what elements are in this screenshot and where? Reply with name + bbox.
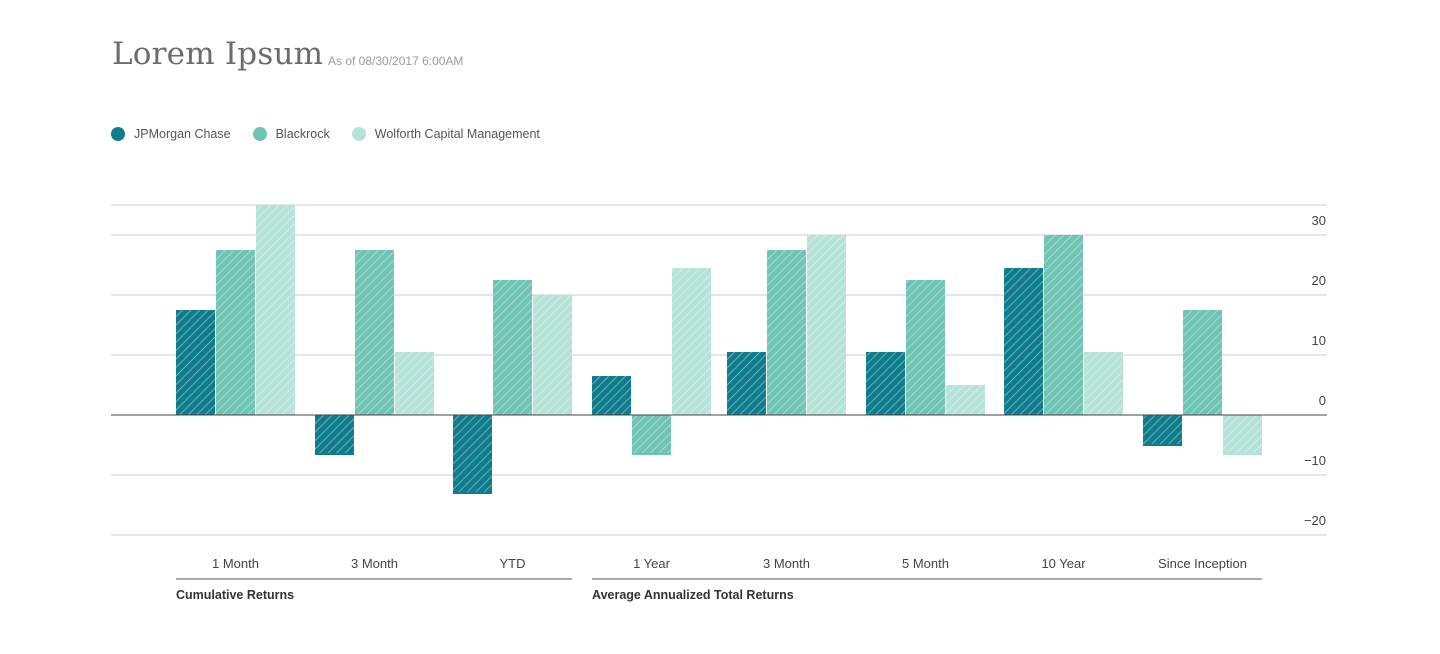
x-category-label: 1 Year xyxy=(633,556,671,571)
legend-item-jpmorgan[interactable]: JPMorgan Chase xyxy=(111,127,231,141)
x-category-label: 10 Year xyxy=(1041,556,1086,571)
legend-swatch-blackrock xyxy=(252,127,267,141)
bars xyxy=(176,205,1262,494)
bar-wolforth[interactable] xyxy=(533,295,572,415)
legend-swatch-wolforth xyxy=(351,127,366,141)
bar-wolforth[interactable] xyxy=(1223,415,1262,455)
bar-blackrock[interactable] xyxy=(493,280,532,415)
as-of-timestamp: As of 08/30/2017 6:00AM xyxy=(328,54,464,68)
x-category-label: 3 Month xyxy=(351,556,398,571)
bar-jpmorgan[interactable] xyxy=(592,376,631,415)
bar-jpmorgan[interactable] xyxy=(176,310,215,415)
x-axis-categories: 1 Month 3 Month YTD 1 Year 3 Month 5 Month 10 … xyxy=(212,556,1247,571)
bar-wolforth[interactable] xyxy=(807,235,846,415)
x-category-label: YTD xyxy=(500,556,526,571)
y-tick-label: 20 xyxy=(1312,273,1326,288)
group-label: Cumulative Returns xyxy=(176,588,294,602)
bar-wolforth[interactable] xyxy=(395,352,434,415)
bar-jpmorgan[interactable] xyxy=(866,352,905,415)
bar-blackrock[interactable] xyxy=(906,280,945,415)
x-category-label: 3 Month xyxy=(763,556,810,571)
y-axis-ticks: 30 20 10 0 −10 −20 xyxy=(1304,213,1326,528)
bar-jpmorgan[interactable] xyxy=(1004,268,1043,415)
category-groups: Cumulative Returns Average Annualized Tot… xyxy=(176,578,1262,602)
bar-blackrock[interactable] xyxy=(767,250,806,415)
bar-wolforth[interactable] xyxy=(946,385,985,415)
legend-item-blackrock[interactable]: Blackrock xyxy=(252,127,330,141)
legend-item-wolforth[interactable]: Wolforth Capital Management xyxy=(351,127,540,141)
gridlines xyxy=(111,204,1327,536)
y-tick-label: 10 xyxy=(1312,333,1326,348)
x-category-label: 5 Month xyxy=(902,556,949,571)
bar-blackrock[interactable] xyxy=(1044,235,1083,415)
legend-label-blackrock: Blackrock xyxy=(275,127,330,141)
group-label: Average Annualized Total Returns xyxy=(592,588,794,602)
chart-legend: JPMorgan Chase Blackrock Wolforth Capita… xyxy=(111,127,562,141)
bar-jpmorgan[interactable] xyxy=(1143,415,1182,446)
y-tick-label: −20 xyxy=(1304,513,1326,528)
bar-jpmorgan[interactable] xyxy=(315,415,354,455)
page-title: Lorem Ipsum xyxy=(112,36,324,72)
y-tick-label: 30 xyxy=(1312,213,1326,228)
bar-jpmorgan[interactable] xyxy=(453,415,492,494)
bar-wolforth[interactable] xyxy=(672,268,711,415)
y-tick-label: 0 xyxy=(1319,393,1326,408)
legend-label-jpmorgan: JPMorgan Chase xyxy=(134,127,231,141)
bar-blackrock[interactable] xyxy=(632,415,671,455)
bar-wolforth[interactable] xyxy=(1084,352,1123,415)
bar-jpmorgan[interactable] xyxy=(727,352,766,415)
bar-wolforth[interactable] xyxy=(256,205,295,415)
x-category-label: Since Inception xyxy=(1158,556,1247,571)
legend-label-wolforth: Wolforth Capital Management xyxy=(374,127,540,141)
x-category-label: 1 Month xyxy=(212,556,259,571)
legend-swatch-jpmorgan xyxy=(111,127,125,141)
bar-blackrock[interactable] xyxy=(216,250,255,415)
bar-blackrock[interactable] xyxy=(1183,310,1222,415)
y-tick-label: −10 xyxy=(1304,453,1326,468)
bar-blackrock[interactable] xyxy=(355,250,394,415)
